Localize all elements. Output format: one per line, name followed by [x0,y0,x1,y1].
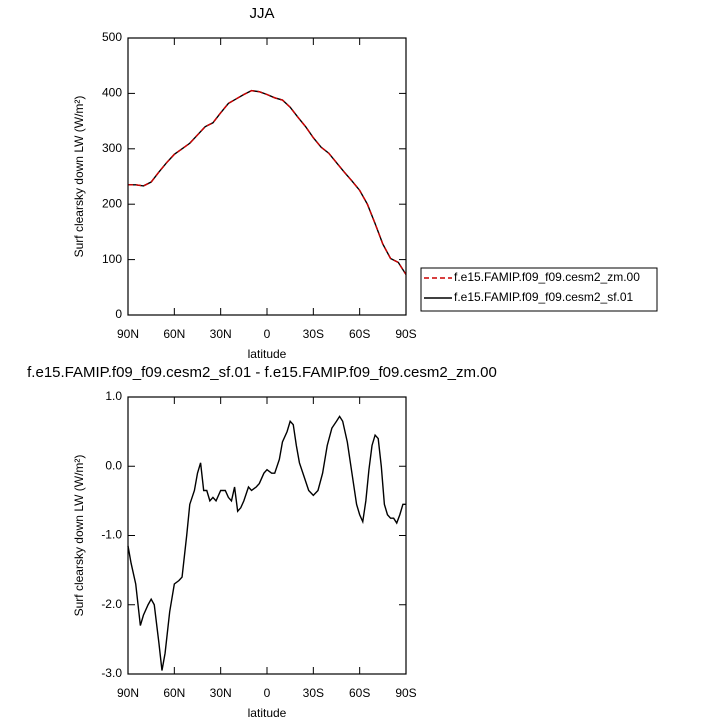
x-tick-label: 60S [349,686,370,700]
x-tick-label: 30S [303,327,324,341]
x-tick-label: 90N [117,327,139,341]
y-axis-label: Surf clearsky down LW (W/m²) [72,455,86,617]
y-tick-label: -2.0 [101,597,122,611]
x-tick-label: 30N [210,686,232,700]
x-tick-label: 0 [264,327,271,341]
plot-frame [127,396,407,675]
x-axis-label: latitude [248,347,287,361]
x-tick-label: 60N [163,327,185,341]
y-tick-label: 1.0 [105,389,122,403]
y-tick-label: 400 [102,86,122,100]
y-tick-label: 0 [115,307,122,321]
data-line [127,415,406,671]
x-tick-label: 30N [210,327,232,341]
legend-label: f.e15.FAMIP.f09_f09.cesm2_sf.01 [454,290,634,304]
y-tick-label: 200 [102,196,122,210]
chart-title: JJA [249,5,274,22]
x-tick-label: 0 [264,686,271,700]
y-tick-label: -3.0 [101,666,122,680]
y-tick-label: 100 [102,252,122,266]
y-tick-label: 300 [102,141,122,155]
y-tick-label: -1.0 [101,528,122,542]
plot-frame [127,37,407,316]
data-line [128,89,407,275]
x-axis-label: latitude [248,706,287,720]
y-tick-label: 500 [102,30,122,44]
legend-label: f.e15.FAMIP.f09_f09.cesm2_zm.00 [454,270,640,284]
x-tick-label: 30S [303,686,324,700]
x-tick-label: 60N [163,686,185,700]
x-tick-label: 90S [395,686,416,700]
y-axis-label: Surf clearsky down LW (W/m²) [72,96,86,258]
legend-box [420,267,658,312]
y-tick-label: 0.0 [105,458,122,472]
x-tick-label: 60S [349,327,370,341]
data-line [128,89,407,275]
x-tick-label: 90S [395,327,416,341]
chart-title: f.e15.FAMIP.f09_f09.cesm2_sf.01 - f.e15.… [27,364,497,381]
x-tick-label: 90N [117,686,139,700]
